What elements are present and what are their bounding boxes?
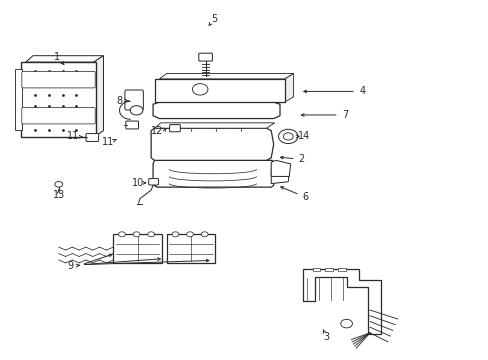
Circle shape [283, 133, 292, 140]
Text: 11: 11 [67, 131, 80, 141]
Polygon shape [302, 269, 380, 334]
FancyBboxPatch shape [148, 179, 158, 185]
FancyBboxPatch shape [86, 134, 99, 141]
Circle shape [118, 232, 125, 237]
Polygon shape [154, 123, 274, 128]
Circle shape [340, 319, 352, 328]
Polygon shape [271, 160, 290, 176]
Text: 6: 6 [302, 192, 308, 202]
Text: 10: 10 [132, 178, 144, 188]
Polygon shape [153, 160, 273, 187]
Circle shape [278, 129, 297, 144]
Text: 2: 2 [298, 154, 305, 164]
Text: 8: 8 [116, 96, 122, 106]
Polygon shape [94, 56, 103, 137]
Bar [15, 69, 22, 130]
Bar [113, 234, 162, 263]
Circle shape [192, 84, 207, 95]
Polygon shape [159, 73, 293, 79]
Text: 12: 12 [150, 126, 163, 136]
Circle shape [130, 106, 142, 115]
Text: 4: 4 [358, 86, 365, 96]
Circle shape [55, 181, 62, 187]
FancyBboxPatch shape [124, 90, 143, 110]
Circle shape [172, 232, 179, 237]
Bar [154, 79, 285, 102]
Polygon shape [271, 167, 288, 184]
FancyBboxPatch shape [199, 53, 212, 61]
Bar [337, 267, 345, 271]
FancyBboxPatch shape [22, 72, 95, 88]
Text: 13: 13 [53, 190, 65, 200]
FancyBboxPatch shape [22, 108, 95, 124]
Circle shape [133, 232, 140, 237]
Text: 14: 14 [298, 131, 310, 141]
Polygon shape [26, 56, 103, 62]
Text: 1: 1 [54, 52, 60, 62]
Bar [21, 62, 96, 137]
Polygon shape [285, 73, 293, 102]
Polygon shape [153, 102, 280, 118]
Bar [312, 267, 320, 271]
Text: 11: 11 [102, 138, 114, 148]
Text: 3: 3 [323, 332, 328, 342]
FancyBboxPatch shape [169, 125, 180, 132]
Bar [166, 234, 215, 263]
Text: 5: 5 [211, 14, 217, 23]
FancyBboxPatch shape [125, 121, 138, 129]
Circle shape [201, 232, 207, 237]
Text: 7: 7 [341, 110, 347, 120]
Circle shape [186, 232, 193, 237]
Polygon shape [151, 128, 273, 160]
Circle shape [147, 232, 154, 237]
Bar [325, 267, 332, 271]
Text: 9: 9 [67, 261, 73, 271]
